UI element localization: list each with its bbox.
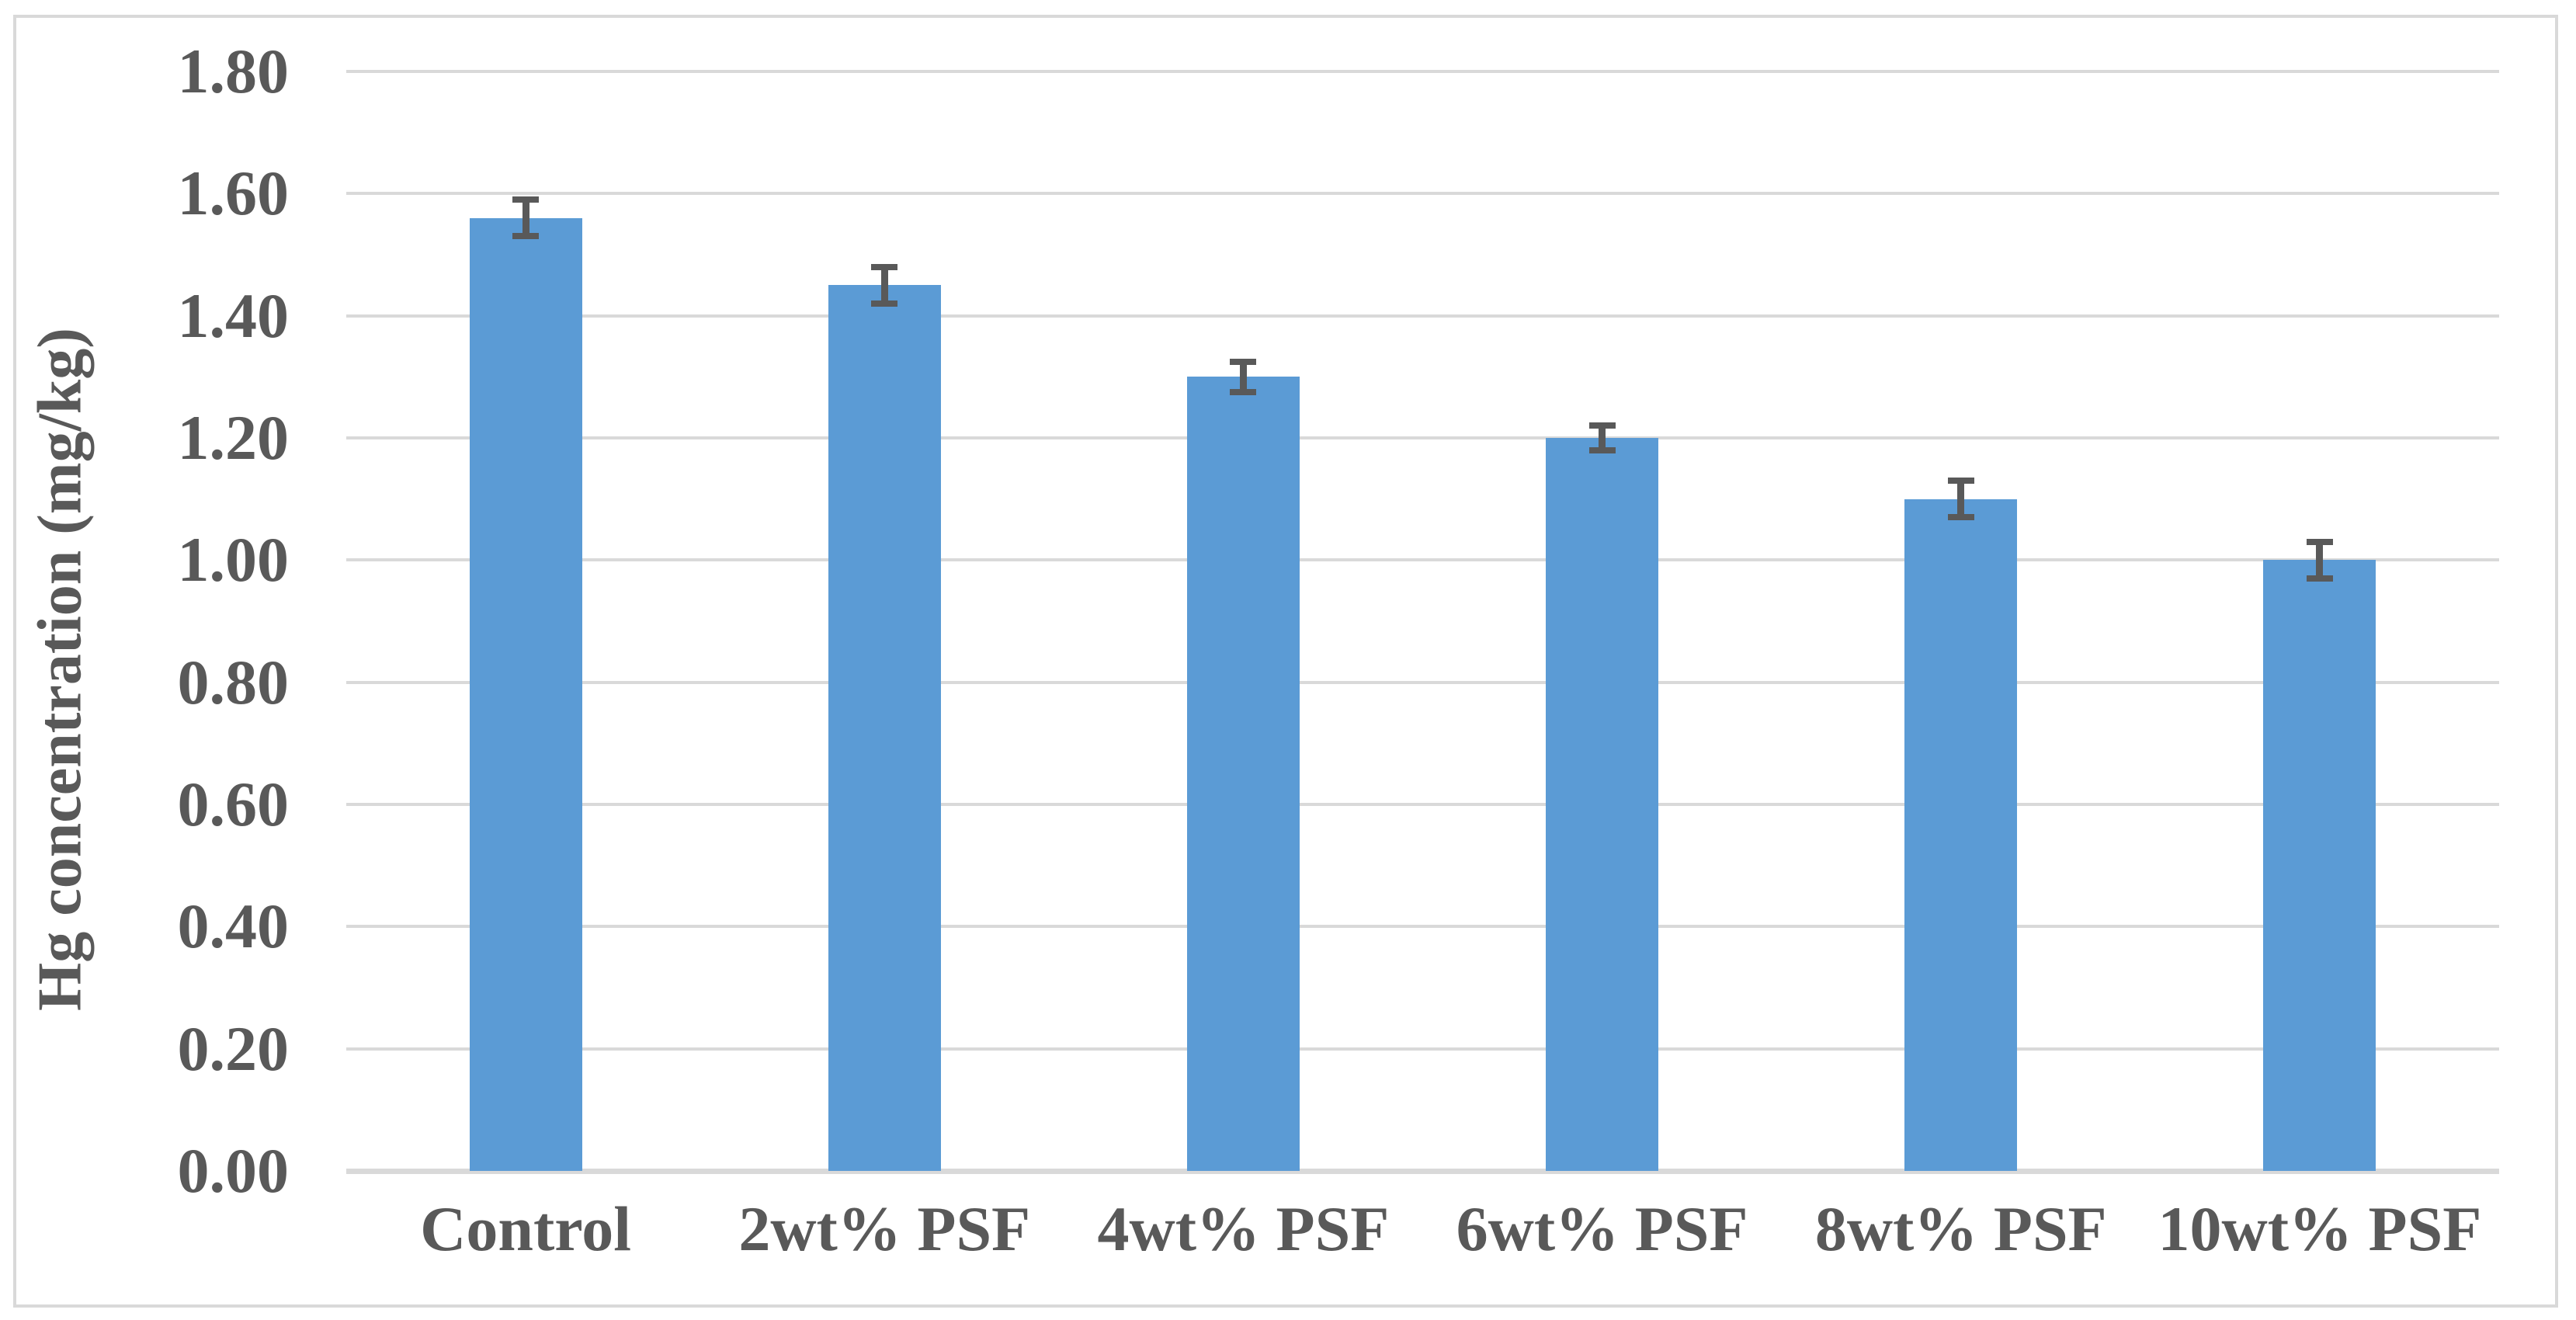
gridline-0.40 (346, 925, 2499, 929)
error-bar-bottom-cap-control (512, 233, 540, 240)
x-axis-label-2wt-psf: 2wt% PSF (738, 1193, 1031, 1264)
y-tick-label-1.60: 1.60 (177, 158, 290, 229)
error-bar-line-6wt-psf (1599, 426, 1606, 450)
gridline-0.80 (346, 680, 2499, 684)
y-tick-label-1.80: 1.80 (177, 36, 290, 106)
error-bar-bottom-cap-10wt-psf (2306, 575, 2333, 582)
bar-6wt-psf (1546, 438, 1659, 1171)
error-bar-top-cap-8wt-psf (1947, 478, 1974, 485)
bar-2wt-psf (828, 285, 941, 1171)
gridline-0.20 (346, 1047, 2499, 1051)
error-bar-top-cap-2wt-psf (871, 263, 898, 270)
x-axis-label-4wt-psf: 4wt% PSF (1097, 1193, 1390, 1264)
plot-area (346, 70, 2499, 1174)
error-bar-bottom-cap-8wt-psf (1947, 514, 1974, 521)
error-bar-top-cap-4wt-psf (1230, 358, 1257, 365)
error-bar-top-cap-6wt-psf (1588, 422, 1616, 429)
y-tick-label-0.20: 0.20 (177, 1013, 290, 1084)
error-bar-top-cap-control (512, 196, 540, 203)
y-tick-label-0.60: 0.60 (177, 769, 290, 839)
bar-8wt-psf (1904, 498, 2018, 1171)
error-bar-line-8wt-psf (1957, 481, 1965, 518)
x-axis-label-control: Control (420, 1193, 631, 1264)
x-axis-line (346, 1169, 2499, 1174)
y-tick-label-0.80: 0.80 (177, 646, 290, 717)
gridline-1.40 (346, 314, 2499, 318)
gridline-0.60 (346, 803, 2499, 806)
error-bar-line-4wt-psf (1239, 361, 1247, 392)
x-axis-label-6wt-psf: 6wt% PSF (1456, 1193, 1748, 1264)
bar-4wt-psf (1186, 377, 1300, 1171)
y-tick-label-1.00: 1.00 (177, 524, 290, 596)
x-axis-label-8wt-psf: 8wt% PSF (1814, 1193, 2107, 1264)
error-bar-bottom-cap-6wt-psf (1588, 446, 1616, 453)
error-bar-bottom-cap-2wt-psf (871, 300, 898, 307)
bar-10wt-psf (2263, 560, 2376, 1171)
error-bar-bottom-cap-4wt-psf (1230, 389, 1257, 395)
error-bar-line-2wt-psf (880, 266, 888, 304)
error-bar-line-control (522, 200, 529, 237)
gridline-1.80 (346, 70, 2499, 73)
gridline-1.00 (346, 558, 2499, 562)
error-bar-top-cap-10wt-psf (2306, 538, 2333, 545)
x-axis-label-10wt-psf: 10wt% PSF (2158, 1193, 2482, 1264)
y-tick-label-0.00: 0.00 (177, 1135, 290, 1206)
y-tick-label-1.40: 1.40 (177, 280, 290, 351)
error-bar-line-10wt-psf (2316, 541, 2324, 578)
gridline-1.20 (346, 436, 2499, 439)
gridline-1.60 (346, 192, 2499, 196)
y-tick-label-1.20: 1.20 (177, 402, 290, 473)
bar-control (469, 217, 582, 1171)
y-tick-label-0.40: 0.40 (177, 891, 290, 962)
